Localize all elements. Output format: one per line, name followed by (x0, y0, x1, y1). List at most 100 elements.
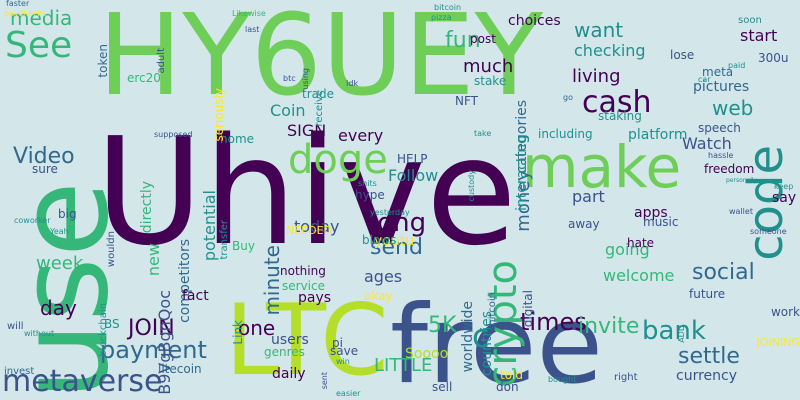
word-add: ADD (677, 325, 686, 343)
word-users: users (271, 332, 309, 348)
word-see: See (5, 25, 73, 66)
word-yesterday: yesterday (370, 208, 410, 217)
word-meta: meta (702, 65, 734, 79)
word-blows: blows (362, 233, 397, 247)
word-potential: potential (200, 190, 219, 262)
word-say: say (772, 190, 797, 206)
word-adult: adult (156, 48, 167, 74)
word-receive: receive (314, 90, 325, 127)
word-hassle: hassle (708, 151, 734, 160)
word-invite: invite (578, 314, 640, 339)
word-b9vgbgnqoc: B9VgBgnQoc (155, 290, 174, 395)
word-ltc: LTC (225, 284, 389, 398)
word-pizza: pizza (431, 13, 452, 22)
word-go: go (563, 93, 573, 102)
word-make: make (522, 133, 682, 201)
word-paid: paid (728, 61, 746, 70)
word-5k: 5K (428, 313, 457, 338)
word-minute: minute (260, 245, 284, 316)
word-living: living (572, 66, 621, 87)
word-pays: pays (298, 290, 332, 306)
word-wallet: wallet (729, 207, 753, 216)
word-payment: payment (100, 336, 207, 364)
word-service: service (282, 279, 325, 293)
word-custody: custody (467, 170, 476, 202)
word-social: social (692, 260, 755, 285)
word-home: home (220, 132, 255, 146)
word-uhive: Uhive (95, 106, 517, 278)
word-apps: apps (634, 205, 668, 221)
word-week: week (36, 253, 84, 274)
word-checking: checking (574, 41, 646, 60)
word-nft: NFT (455, 94, 478, 108)
word-invest: invest (4, 366, 35, 377)
word-settle: settle (678, 344, 740, 369)
word-video: Video (13, 144, 75, 169)
word-blockchain: blockchain (98, 303, 109, 357)
word-hype: hype (355, 188, 385, 202)
word-interacting: interacting (514, 135, 530, 212)
word-youtu: youtu (374, 233, 415, 249)
word-someone: someone (750, 227, 787, 236)
word-bought: bought (548, 375, 577, 384)
word-win: win (336, 357, 350, 366)
word-doge: doge (288, 137, 388, 183)
word-fun: fun (445, 28, 481, 53)
word-daily: daily (272, 366, 306, 382)
word-c: c (472, 317, 490, 355)
word-soon: soon (738, 15, 762, 26)
word-without: without (24, 329, 55, 338)
word-sent: sent (320, 372, 329, 390)
word-digital: digital (521, 290, 535, 328)
word-pi: pi (332, 336, 343, 350)
word-free: free (390, 283, 603, 400)
word-supposed: supposed (154, 130, 193, 139)
word-including: including (538, 127, 593, 141)
word-long: long (370, 208, 427, 238)
word-away: away (568, 217, 600, 231)
word-freedom: freedom (704, 162, 755, 176)
word-car: car (698, 75, 711, 84)
word-needed: NEEDED (286, 224, 333, 237)
word-every: every (338, 126, 384, 145)
word-btc: btc (283, 74, 296, 83)
word-don: don (496, 380, 519, 394)
word-faster: faster (6, 0, 30, 8)
word-sure: sure (32, 162, 58, 176)
word-litecoin: litecoin (158, 362, 202, 376)
word-metaverse: metaverse (2, 364, 163, 399)
word-will: will (7, 321, 24, 332)
word-okay: okay (364, 289, 393, 303)
word-new: new (144, 243, 163, 277)
word-personally: personally (726, 177, 758, 184)
word-want: want (574, 18, 624, 42)
word-future: future (689, 287, 726, 301)
word-media: media (10, 6, 73, 30)
word-going: going (605, 240, 650, 259)
word-work: work (770, 305, 800, 319)
word-competitors: competitors (177, 239, 193, 323)
word-yeah: Yeah (50, 227, 69, 236)
word-today: today (294, 217, 340, 236)
word-lose: lose (670, 48, 695, 62)
word-hate: hate (627, 236, 655, 250)
word-genres: genres (264, 345, 305, 359)
word-join: JOIN (128, 316, 175, 341)
word-times: times (520, 308, 587, 336)
word-bitcoin: bitcoin (434, 3, 462, 12)
word-save: save (330, 344, 359, 358)
word-bs: BS (104, 317, 120, 331)
word-much: much (463, 56, 514, 77)
word-bank: bank (642, 316, 706, 346)
word-erc20: erc20 (127, 71, 161, 85)
word-ages: ages (364, 267, 403, 286)
word-one: one (238, 316, 276, 340)
word-right: right (614, 372, 638, 383)
word-using: using (301, 68, 310, 90)
word-token: token (96, 44, 110, 78)
word-hy6uey: HY6UEY (98, 0, 544, 121)
word-trade: trade (302, 87, 334, 101)
word-part: part (572, 187, 605, 206)
word-coworker: coworker (14, 216, 51, 225)
